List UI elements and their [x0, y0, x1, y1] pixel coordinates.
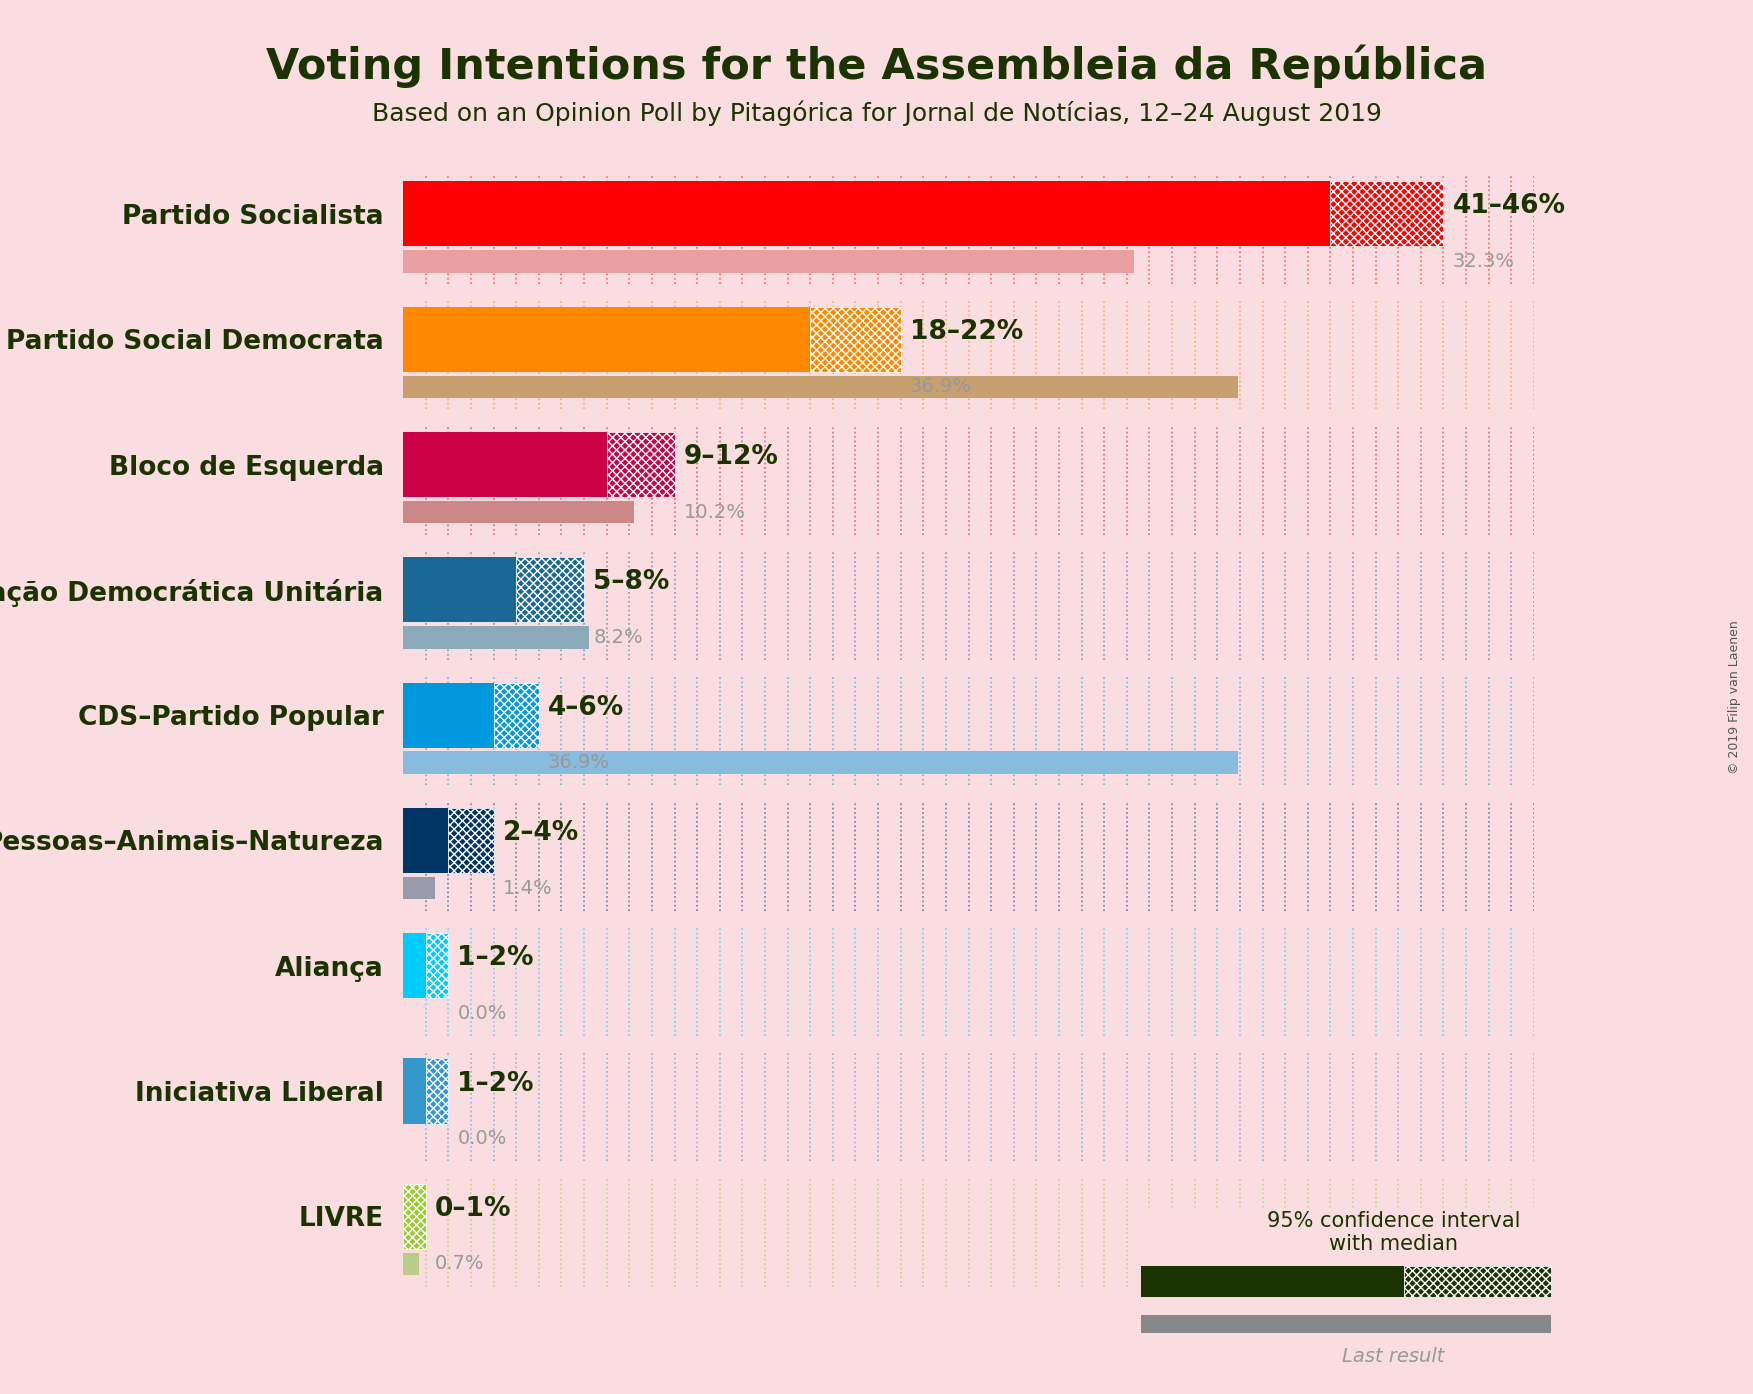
Text: 0.0%: 0.0%: [458, 1004, 507, 1023]
Text: 0–1%: 0–1%: [435, 1196, 512, 1223]
Bar: [515, 558, 584, 622]
Bar: [449, 809, 494, 873]
Bar: [1141, 1266, 1404, 1298]
Bar: [810, 307, 901, 372]
Bar: [403, 683, 494, 747]
Bar: [403, 877, 435, 899]
Text: Voting Intentions for the Assembleia da República: Voting Intentions for the Assembleia da …: [266, 45, 1487, 88]
Text: 36.9%: 36.9%: [549, 753, 610, 772]
Text: 0.7%: 0.7%: [435, 1255, 484, 1274]
Bar: [403, 250, 1134, 273]
Bar: [403, 751, 1238, 774]
Bar: [403, 1184, 426, 1249]
Text: 5–8%: 5–8%: [593, 569, 670, 595]
Text: Last result: Last result: [1343, 1347, 1444, 1366]
Text: © 2019 Filip van Laenen: © 2019 Filip van Laenen: [1728, 620, 1741, 774]
Text: 9–12%: 9–12%: [684, 443, 778, 470]
Text: 41–46%: 41–46%: [1453, 194, 1565, 219]
Bar: [426, 1058, 449, 1124]
Bar: [403, 558, 515, 622]
Bar: [403, 1253, 419, 1276]
Text: 10.2%: 10.2%: [684, 503, 745, 521]
Bar: [1331, 181, 1443, 247]
Bar: [1141, 1315, 1551, 1333]
Text: 32.3%: 32.3%: [1453, 252, 1515, 270]
Text: Based on an Opinion Poll by Pitagórica for Jornal de Notícias, 12–24 August 2019: Based on an Opinion Poll by Pitagórica f…: [372, 100, 1381, 125]
Text: 18–22%: 18–22%: [910, 319, 1024, 344]
Bar: [494, 683, 538, 747]
Bar: [403, 307, 810, 372]
Bar: [403, 432, 607, 498]
Bar: [403, 1058, 426, 1124]
Text: 1–2%: 1–2%: [458, 945, 535, 972]
Bar: [607, 432, 675, 498]
Bar: [403, 500, 635, 523]
Text: 2–4%: 2–4%: [503, 820, 578, 846]
Text: 0.0%: 0.0%: [458, 1129, 507, 1149]
Text: 95% confidence interval
with median: 95% confidence interval with median: [1267, 1210, 1520, 1253]
Bar: [403, 181, 1331, 247]
Bar: [1404, 1266, 1551, 1298]
Bar: [403, 626, 589, 648]
Text: 1–2%: 1–2%: [458, 1071, 535, 1097]
Text: 1.4%: 1.4%: [503, 878, 552, 898]
Text: 36.9%: 36.9%: [910, 378, 971, 396]
Text: 8.2%: 8.2%: [593, 627, 643, 647]
Bar: [403, 933, 426, 998]
Text: 4–6%: 4–6%: [549, 694, 624, 721]
Bar: [426, 933, 449, 998]
Bar: [403, 375, 1238, 399]
Bar: [403, 809, 449, 873]
